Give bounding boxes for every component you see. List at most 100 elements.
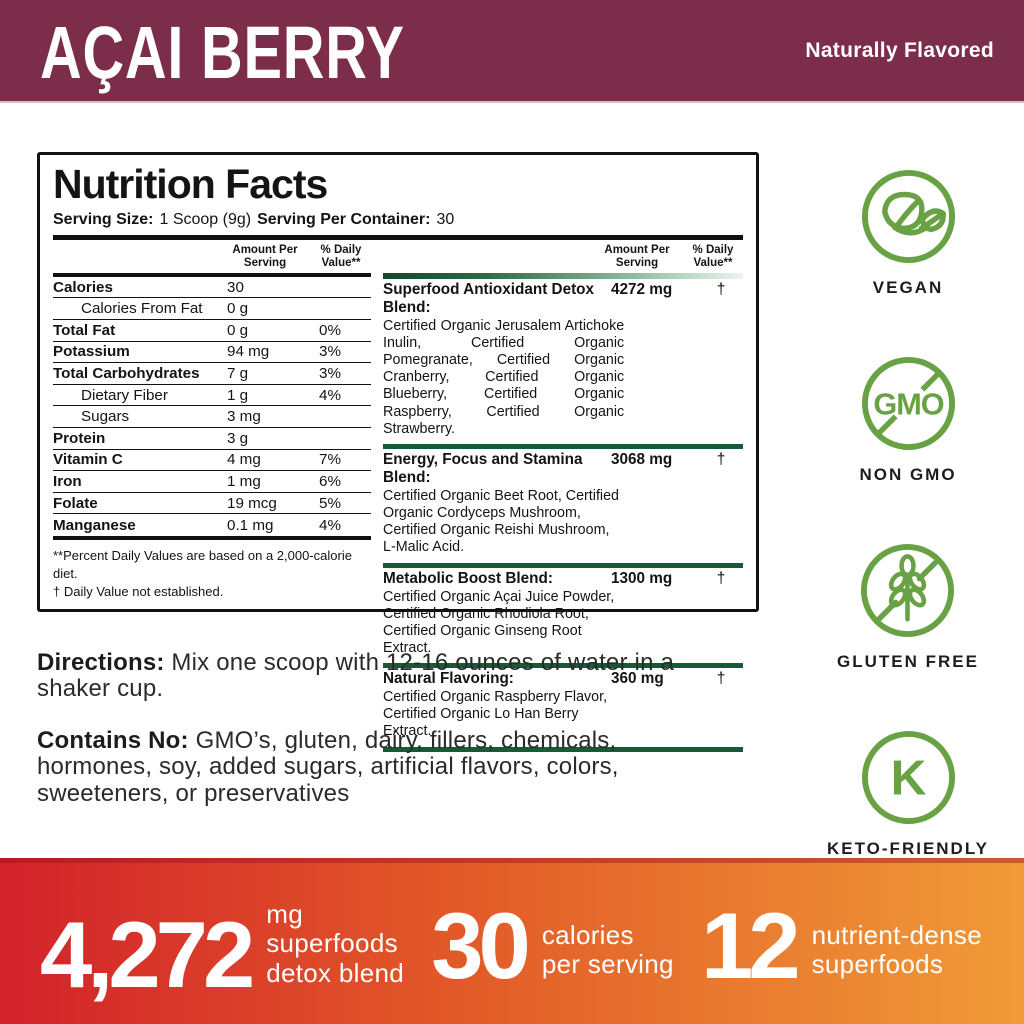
nutrient-name: Sugars bbox=[81, 408, 130, 426]
gluten-free-label: GLUTEN FREE bbox=[837, 652, 979, 671]
nutrition-row: Calories From Fat 0 g bbox=[53, 298, 371, 320]
directions-text: Mix one scoop with 12-16 ounces of water… bbox=[37, 649, 675, 703]
keto-friendly-label: KETO-FRIENDLY bbox=[826, 839, 990, 858]
nutrition-row: Iron 1 mg 6% bbox=[53, 471, 371, 493]
gmo-icon-text: GMO bbox=[873, 386, 943, 421]
serving-info: Serving Size: 1 Scoop (9g) Serving Per C… bbox=[53, 211, 743, 229]
nutrient-name: Calories From Fat bbox=[81, 300, 203, 318]
directions-label: Directions: bbox=[37, 649, 165, 676]
stats-banner: 4,272 mg superfoods detox blend 30 calor… bbox=[0, 858, 1024, 1024]
stat-calories: 30 calories per serving bbox=[431, 893, 673, 999]
nutrient-amount: 1 g bbox=[227, 386, 249, 404]
directions-paragraph: Directions: Mix one scoop with 12-16 oun… bbox=[37, 649, 727, 703]
leaves-icon bbox=[861, 169, 955, 264]
blend-name: Metabolic Boost Blend: bbox=[383, 569, 553, 587]
blend-amount: 4272 mg bbox=[611, 280, 673, 298]
blend-header: Superfood Antioxidant Detox Blend: 4272 … bbox=[383, 281, 743, 317]
blend-dv: † bbox=[716, 569, 726, 587]
green-gradient-divider bbox=[383, 272, 743, 279]
footnote-dagger: † Daily Value not established. bbox=[53, 584, 224, 600]
nutrition-row: Sugars 3 mg bbox=[53, 406, 371, 428]
stat-superfoods-mg: 4,272 mg superfoods detox blend bbox=[40, 898, 404, 1007]
daily-value-header: % Daily Value** bbox=[320, 244, 362, 269]
nutrient-dv: 3% bbox=[319, 364, 341, 382]
nutrition-row: Vitamin C 4 mg 7% bbox=[53, 450, 371, 472]
blend-header: Metabolic Boost Blend: 1300 mg † bbox=[383, 570, 743, 588]
stats-row: 4,272 mg superfoods detox blend 30 calor… bbox=[0, 858, 1024, 1024]
product-flavor-title: AÇAI BERRY bbox=[40, 10, 405, 94]
nutrient-dv: 0% bbox=[319, 321, 341, 339]
blend-name: Energy, Focus and Stamina Blend: bbox=[383, 450, 583, 486]
blend-amount: 360 mg bbox=[611, 670, 664, 688]
blend-name: Superfood Antioxidant Detox Blend: bbox=[383, 280, 595, 316]
amount-per-serving-header: Amount Per Serving bbox=[604, 244, 670, 269]
stat-label: mg superfoods detox blend bbox=[266, 898, 404, 988]
nutrient-name: Total Carbohydrates bbox=[53, 364, 200, 382]
nutrient-amount: 0.1 mg bbox=[227, 516, 274, 534]
divider bbox=[53, 235, 743, 241]
non-gmo-badge: GMO NON GMO bbox=[859, 354, 958, 485]
footnote-daily-values: **Percent Daily Values are based on a 2,… bbox=[53, 547, 352, 582]
blend-block: Superfood Antioxidant Detox Blend: 4272 … bbox=[383, 279, 743, 449]
nutrient-dv: 7% bbox=[319, 451, 341, 469]
nutrient-amount: 4 mg bbox=[227, 451, 261, 469]
nutrient-name: Total Fat bbox=[53, 321, 116, 339]
nutrient-amount: 3 g bbox=[227, 429, 249, 447]
blend-name: Natural Flavoring: bbox=[383, 670, 514, 688]
contains-no-label: Contains No: bbox=[37, 727, 189, 754]
nutrition-row: Calories 30 bbox=[53, 277, 371, 299]
daily-value-header: % Daily Value** bbox=[692, 244, 734, 269]
nutrition-row: Total Carbohydrates 7 g 3% bbox=[53, 363, 371, 385]
blend-column: Amount Per Serving % Daily Value** Super… bbox=[383, 240, 743, 752]
nutrition-columns: Amount Per Serving % Daily Value** Calor… bbox=[53, 240, 743, 752]
nutrient-amount: 1 mg bbox=[227, 472, 261, 490]
contains-no-paragraph: Contains No: GMO’s, gluten, dairy, fille… bbox=[37, 727, 737, 807]
nutrient-amount: 0 g bbox=[227, 300, 249, 318]
nutrition-row: Potassium 94 mg 3% bbox=[53, 342, 371, 364]
blend-dv: † bbox=[716, 450, 726, 468]
blend-column-headers: Amount Per Serving % Daily Value** bbox=[383, 240, 743, 273]
nutrient-name: Protein bbox=[53, 429, 106, 447]
amount-per-serving-header: Amount Per Serving bbox=[232, 244, 298, 269]
blend-ingredients: Certified Organic Beet Root, Certified O… bbox=[383, 487, 620, 556]
stat-label: nutrient-dense superfoods bbox=[811, 919, 982, 980]
nutrient-name: Calories bbox=[53, 278, 113, 296]
stat-value: 12 bbox=[701, 893, 801, 999]
nutrient-amount: 0 g bbox=[227, 321, 249, 339]
nutrient-name: Iron bbox=[53, 472, 82, 490]
stat-value: 4,272 bbox=[40, 901, 255, 1007]
vegan-badge: VEGAN bbox=[859, 167, 958, 298]
nutrition-row: Protein 3 g bbox=[53, 428, 371, 450]
top-banner: AÇAI BERRY Naturally Flavored bbox=[0, 0, 1024, 103]
blend-dv: † bbox=[716, 280, 726, 298]
stat-value: 30 bbox=[431, 893, 531, 999]
keto-icon-text: K bbox=[890, 750, 926, 805]
blend-list: Superfood Antioxidant Detox Blend: 4272 … bbox=[383, 279, 743, 752]
nutrient-amount: 30 bbox=[227, 278, 244, 296]
nutrition-table-rows: Calories 30 Calories From Fat 0 g Total … bbox=[53, 277, 371, 536]
vegan-label: VEGAN bbox=[872, 278, 944, 297]
nutrition-row: Manganese 0.1 mg 4% bbox=[53, 514, 371, 536]
nutrient-amount: 94 mg bbox=[227, 343, 270, 361]
nutrient-name: Potassium bbox=[53, 343, 130, 361]
serving-size-value: 1 Scoop (9g) bbox=[159, 211, 252, 229]
non-gmo-label: NON GMO bbox=[859, 465, 957, 484]
blend-amount: 3068 mg bbox=[611, 450, 673, 468]
nutrient-name: Vitamin C bbox=[53, 451, 123, 469]
nutrient-dv: 4% bbox=[319, 386, 341, 404]
nutrient-name: Dietary Fiber bbox=[81, 386, 168, 404]
nutrient-dv: 6% bbox=[319, 472, 341, 490]
keto-friendly-badge: K KETO-FRIENDLY bbox=[827, 728, 989, 859]
contains-no-text: GMO’s, gluten, dairy, fillers, chemicals… bbox=[37, 727, 619, 807]
stat-superfood-count: 12 nutrient-dense superfoods bbox=[701, 893, 982, 999]
nutrient-amount: 7 g bbox=[227, 364, 249, 382]
footnotes: **Percent Daily Values are based on a 2,… bbox=[53, 547, 371, 602]
blend-ingredients: Certified Organic Açai Juice Powder, Cer… bbox=[383, 588, 615, 656]
blend-block: Energy, Focus and Stamina Blend: 3068 mg… bbox=[383, 449, 743, 568]
blend-header: Natural Flavoring: 360 mg † bbox=[383, 670, 743, 688]
wheat-crossed-icon bbox=[861, 543, 955, 638]
nutrition-row: Dietary Fiber 1 g 4% bbox=[53, 385, 371, 407]
nutrient-name: Manganese bbox=[53, 516, 136, 534]
nutrient-dv: 5% bbox=[319, 494, 341, 512]
gluten-free-badge: GLUTEN FREE bbox=[837, 541, 979, 672]
